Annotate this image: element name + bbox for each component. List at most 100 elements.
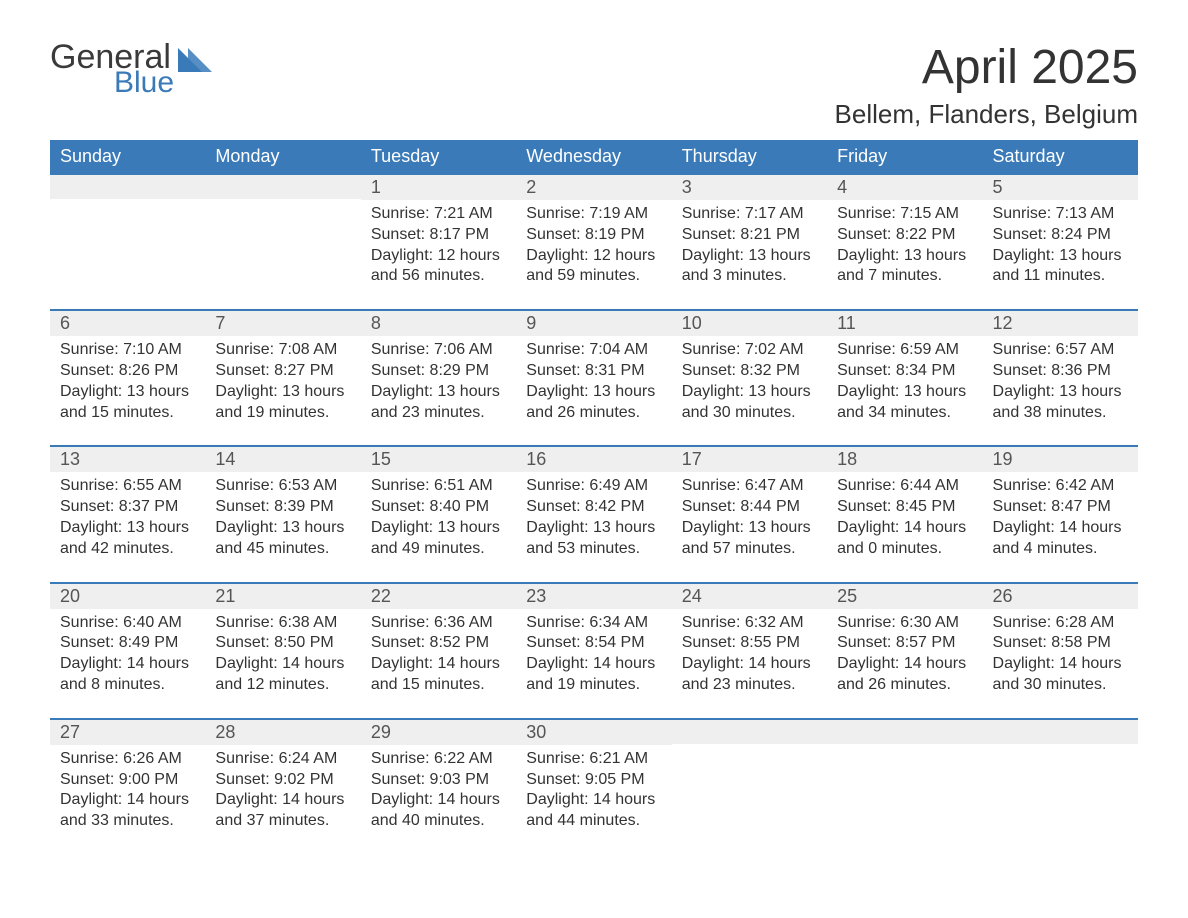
sunset-line-value: 8:44 PM [740,498,800,515]
sunset-line: Sunset: 8:49 PM [60,633,195,654]
sunset-line: Sunset: 8:54 PM [526,633,661,654]
sunset-line-label: Sunset: [682,226,741,243]
sunset-line-value: 8:36 PM [1051,362,1111,379]
day-body: Sunrise: 7:04 AMSunset: 8:31 PMDaylight:… [516,336,671,423]
sunset-line-label: Sunset: [993,362,1052,379]
sunset-line-value: 8:26 PM [119,362,179,379]
day-number: 7 [205,309,360,336]
sunset-line: Sunset: 8:27 PM [215,361,350,382]
logo-mark-icon [178,46,212,72]
day-number [672,718,827,744]
sunset-line-label: Sunset: [371,226,430,243]
weekday-header: Saturday [983,140,1138,173]
calendar: SundayMondayTuesdayWednesdayThursdayFrid… [50,140,1138,854]
daylight-line: Daylight: 14 hours and 8 minutes. [60,654,195,696]
sunrise-line-value: 6:21 AM [589,750,648,767]
sunset-line-label: Sunset: [837,498,896,515]
daylight-line: Daylight: 13 hours and 7 minutes. [837,246,972,288]
top-bar: General Blue April 2025 Bellem, Flanders… [50,40,1138,130]
sunset-line-label: Sunset: [526,771,585,788]
sunrise-line-value: 7:19 AM [589,205,648,222]
sunrise-line: Sunrise: 6:57 AM [993,340,1128,361]
day-number: 11 [827,309,982,336]
weekday-header: Monday [205,140,360,173]
day-number [50,173,205,199]
day-number: 16 [516,445,671,472]
day-cell [205,173,360,309]
sunset-line-label: Sunset: [526,362,585,379]
sunrise-line-value: 7:21 AM [434,205,493,222]
day-cell: 7Sunrise: 7:08 AMSunset: 8:27 PMDaylight… [205,309,360,445]
day-number: 10 [672,309,827,336]
daylight-line-label: Daylight: [371,791,438,808]
logo-blue-text: Blue [114,68,174,98]
day-body: Sunrise: 6:47 AMSunset: 8:44 PMDaylight:… [672,472,827,559]
sunrise-line-value: 6:51 AM [434,477,493,494]
sunset-line-label: Sunset: [837,226,896,243]
day-body: Sunrise: 6:44 AMSunset: 8:45 PMDaylight:… [827,472,982,559]
sunset-line: Sunset: 8:29 PM [371,361,506,382]
sunrise-line-label: Sunrise: [526,477,589,494]
sunrise-line: Sunrise: 6:44 AM [837,476,972,497]
sunset-line-value: 8:29 PM [430,362,490,379]
sunset-line-value: 8:24 PM [1051,226,1111,243]
sunrise-line: Sunrise: 7:15 AM [837,204,972,225]
week-row: 20Sunrise: 6:40 AMSunset: 8:49 PMDayligh… [50,582,1138,718]
daylight-line: Daylight: 14 hours and 4 minutes. [993,518,1128,560]
day-body: Sunrise: 6:38 AMSunset: 8:50 PMDaylight:… [205,609,360,696]
sunrise-line-label: Sunrise: [682,477,745,494]
daylight-line: Daylight: 13 hours and 11 minutes. [993,246,1128,288]
daylight-line-label: Daylight: [215,519,282,536]
sunrise-line: Sunrise: 6:26 AM [60,749,195,770]
week-row: 1Sunrise: 7:21 AMSunset: 8:17 PMDaylight… [50,173,1138,309]
sunrise-line-value: 6:53 AM [279,477,338,494]
daylight-line-label: Daylight: [682,383,749,400]
daylight-line: Daylight: 14 hours and 33 minutes. [60,790,195,832]
day-number: 5 [983,173,1138,200]
sunset-line-value: 8:57 PM [896,634,956,651]
day-number: 6 [50,309,205,336]
day-number: 21 [205,582,360,609]
sunset-line-value: 8:22 PM [896,226,956,243]
day-number: 25 [827,582,982,609]
day-cell: 6Sunrise: 7:10 AMSunset: 8:26 PMDaylight… [50,309,205,445]
day-cell: 13Sunrise: 6:55 AMSunset: 8:37 PMDayligh… [50,445,205,581]
day-number: 20 [50,582,205,609]
sunrise-line-value: 6:34 AM [589,614,648,631]
sunrise-line-value: 6:42 AM [1056,477,1115,494]
daylight-line: Daylight: 13 hours and 45 minutes. [215,518,350,560]
sunrise-line: Sunrise: 6:51 AM [371,476,506,497]
sunset-line-label: Sunset: [526,634,585,651]
day-cell: 29Sunrise: 6:22 AMSunset: 9:03 PMDayligh… [361,718,516,854]
day-cell [50,173,205,309]
sunrise-line-label: Sunrise: [215,750,278,767]
sunrise-line-value: 6:38 AM [279,614,338,631]
sunrise-line: Sunrise: 6:40 AM [60,613,195,634]
sunrise-line: Sunrise: 6:53 AM [215,476,350,497]
sunset-line-label: Sunset: [526,226,585,243]
sunset-line-value: 9:05 PM [585,771,645,788]
daylight-line: Daylight: 14 hours and 23 minutes. [682,654,817,696]
sunrise-line: Sunrise: 7:08 AM [215,340,350,361]
sunrise-line-label: Sunrise: [526,614,589,631]
sunset-line-value: 8:45 PM [896,498,956,515]
day-body: Sunrise: 6:28 AMSunset: 8:58 PMDaylight:… [983,609,1138,696]
sunrise-line-value: 7:10 AM [123,341,182,358]
sunrise-line-label: Sunrise: [215,341,278,358]
daylight-line: Daylight: 13 hours and 26 minutes. [526,382,661,424]
day-number: 12 [983,309,1138,336]
sunset-line-label: Sunset: [60,498,119,515]
daylight-line: Daylight: 13 hours and 3 minutes. [682,246,817,288]
page: General Blue April 2025 Bellem, Flanders… [0,0,1188,904]
day-body: Sunrise: 6:21 AMSunset: 9:05 PMDaylight:… [516,745,671,832]
day-number: 3 [672,173,827,200]
sunrise-line: Sunrise: 7:17 AM [682,204,817,225]
sunset-line-value: 8:42 PM [585,498,645,515]
sunrise-line: Sunrise: 6:24 AM [215,749,350,770]
sunrise-line-value: 6:24 AM [279,750,338,767]
daylight-line-label: Daylight: [526,383,593,400]
sunset-line-value: 9:02 PM [274,771,334,788]
sunset-line-value: 8:55 PM [740,634,800,651]
week-row: 27Sunrise: 6:26 AMSunset: 9:00 PMDayligh… [50,718,1138,854]
sunset-line: Sunset: 8:31 PM [526,361,661,382]
